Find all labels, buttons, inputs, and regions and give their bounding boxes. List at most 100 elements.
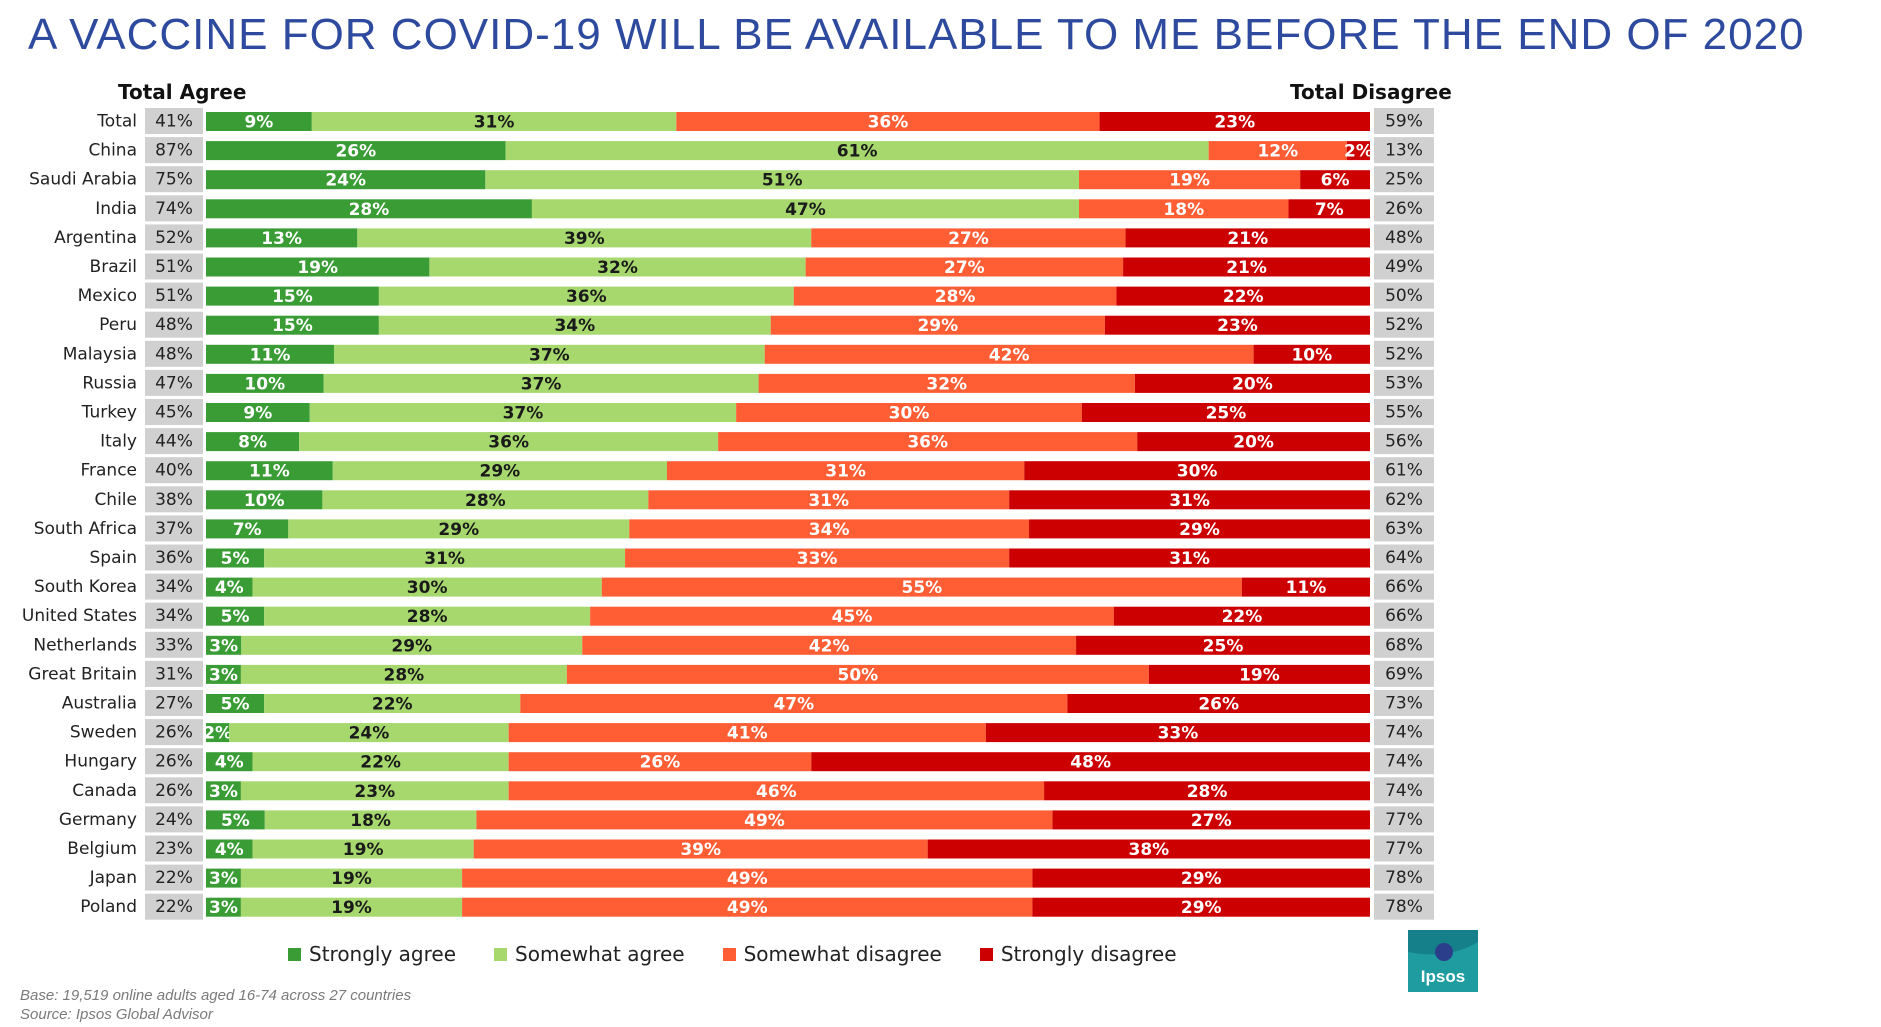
total-disagree-box — [1374, 631, 1434, 658]
row-great-britain: Great Britain 31% 3% 28% 50% 19% 69% — [28, 660, 1434, 687]
category-label: Chile — [94, 490, 137, 510]
total-agree-value: 22% — [155, 897, 193, 917]
bar-somewhat-disagree — [476, 810, 1053, 830]
total-disagree-box — [1374, 195, 1434, 222]
total-disagree-value: 68% — [1385, 635, 1423, 655]
bar-strongly-disagree — [1134, 373, 1370, 393]
row-mexico: Mexico 51% 15% 36% 28% 22% 50% — [78, 282, 1434, 309]
bar-somewhat-disagree — [666, 461, 1025, 481]
legend-swatch — [722, 947, 736, 961]
data-label-somewhat-agree: 31% — [424, 549, 465, 569]
total-disagree-value: 74% — [1385, 752, 1423, 772]
total-agree-header: Total Agree — [118, 80, 247, 104]
data-label-somewhat-disagree: 28% — [935, 287, 976, 307]
total-agree-value: 74% — [155, 199, 193, 219]
data-label-somewhat-agree: 24% — [349, 724, 390, 744]
bar-strongly-disagree — [1113, 606, 1370, 626]
bar-strongly-disagree — [1024, 461, 1370, 481]
bar-strongly-disagree — [1148, 664, 1370, 684]
row-russia: Russia 47% 10% 37% 32% 20% 53% — [82, 369, 1434, 396]
data-label-strongly-disagree: 28% — [1187, 782, 1228, 802]
bar-somewhat-agree — [311, 112, 677, 131]
category-label: France — [80, 461, 137, 481]
data-label-strongly-disagree: 20% — [1232, 374, 1273, 394]
category-label: Russia — [82, 373, 137, 393]
bar-somewhat-agree — [264, 548, 626, 568]
data-label-strongly-agree: 10% — [244, 374, 285, 394]
data-label-somewhat-disagree: 49% — [727, 869, 768, 889]
legend-label: Somewhat disagree — [743, 942, 942, 966]
data-label-somewhat-disagree: 18% — [1163, 200, 1204, 220]
bar-strongly-disagree — [1125, 228, 1370, 248]
row-hungary: Hungary 26% 4% 22% 26% 48% 74% — [64, 748, 1434, 775]
bar-strongly-disagree — [1104, 315, 1370, 335]
bar-strongly-disagree — [1044, 781, 1370, 801]
data-label-somewhat-agree: 47% — [785, 200, 826, 220]
bar-strongly-agree — [206, 664, 241, 684]
legend-swatch — [979, 947, 993, 961]
total-agree-value: 34% — [155, 606, 193, 626]
legend-label: Somewhat agree — [515, 942, 685, 966]
category-label: Saudi Arabia — [29, 170, 137, 190]
bar-strongly-agree — [206, 199, 532, 219]
bar-strongly-disagree — [1009, 490, 1370, 510]
data-label-strongly-disagree: 22% — [1223, 287, 1264, 307]
data-label-somewhat-disagree: 49% — [744, 811, 785, 831]
row-chile: Chile 38% 10% 28% 31% 31% 62% — [94, 486, 1434, 513]
data-label-somewhat-agree: 28% — [407, 607, 448, 627]
data-label-strongly-disagree: 30% — [1177, 462, 1218, 482]
total-agree-value: 27% — [155, 694, 193, 714]
data-label-somewhat-disagree: 27% — [948, 229, 989, 249]
data-label-somewhat-agree: 19% — [331, 898, 372, 918]
total-agree-value: 51% — [155, 286, 193, 306]
data-label-strongly-agree: 11% — [250, 345, 291, 365]
row-sweden: Sweden 26% 2% 24% 41% 33% 74% — [70, 719, 1434, 746]
bar-somewhat-agree — [429, 257, 806, 277]
total-disagree-value: 66% — [1385, 577, 1423, 597]
ipsos-logo: Ipsos — [1408, 930, 1478, 992]
bar-somewhat-agree — [322, 490, 649, 510]
data-label-strongly-agree: 7% — [233, 520, 262, 540]
bar-somewhat-disagree — [582, 635, 1077, 655]
bar-strongly-disagree — [1137, 432, 1370, 452]
total-disagree-value: 48% — [1385, 228, 1423, 248]
data-label-strongly-disagree: 6% — [1321, 171, 1350, 191]
bar-strongly-disagree — [985, 723, 1370, 743]
row-total: Total 41% 9% 31% 36% 23% 59% — [96, 108, 1434, 134]
data-label-strongly-agree: 15% — [272, 287, 313, 307]
total-disagree-value: 50% — [1385, 286, 1423, 306]
total-disagree-value: 26% — [1385, 199, 1423, 219]
bar-somewhat-agree — [485, 170, 1079, 190]
bar-strongly-agree — [206, 868, 241, 888]
data-label-strongly-agree: 10% — [244, 491, 285, 511]
bar-strongly-disagree — [1032, 897, 1370, 917]
total-disagree-box — [1374, 690, 1434, 716]
data-label-strongly-agree: 9% — [244, 113, 273, 133]
total-disagree-value: 77% — [1385, 839, 1423, 859]
data-label-strongly-agree: 3% — [209, 898, 238, 918]
bar-somewhat-disagree — [508, 752, 812, 772]
data-label-strongly-disagree: 29% — [1181, 869, 1222, 889]
total-disagree-box — [1374, 108, 1434, 134]
total-disagree-box — [1374, 137, 1434, 164]
data-label-strongly-disagree: 22% — [1222, 607, 1263, 627]
bar-strongly-agree — [206, 403, 310, 422]
bar-somewhat-disagree — [462, 868, 1033, 888]
data-label-somewhat-agree: 36% — [488, 433, 529, 453]
data-label-somewhat-disagree: 50% — [837, 665, 878, 685]
row-germany: Germany 24% 5% 18% 49% 27% 77% — [59, 806, 1434, 833]
bar-somewhat-disagree — [1208, 141, 1347, 161]
data-label-somewhat-disagree: 31% — [808, 491, 849, 511]
total-agree-value: 33% — [155, 635, 193, 655]
total-agree-box — [145, 777, 203, 804]
row-china: China 87% 26% 61% 12% 2% 13% — [88, 137, 1434, 164]
data-label-strongly-agree: 8% — [238, 433, 267, 453]
total-disagree-box — [1374, 428, 1434, 455]
total-agree-box — [145, 253, 203, 280]
data-label-strongly-disagree: 23% — [1214, 113, 1255, 133]
total-agree-box — [145, 340, 203, 367]
total-agree-box — [145, 690, 203, 716]
bar-strongly-agree — [206, 112, 312, 131]
total-agree-box — [145, 602, 203, 629]
bar-strongly-agree — [206, 228, 358, 248]
